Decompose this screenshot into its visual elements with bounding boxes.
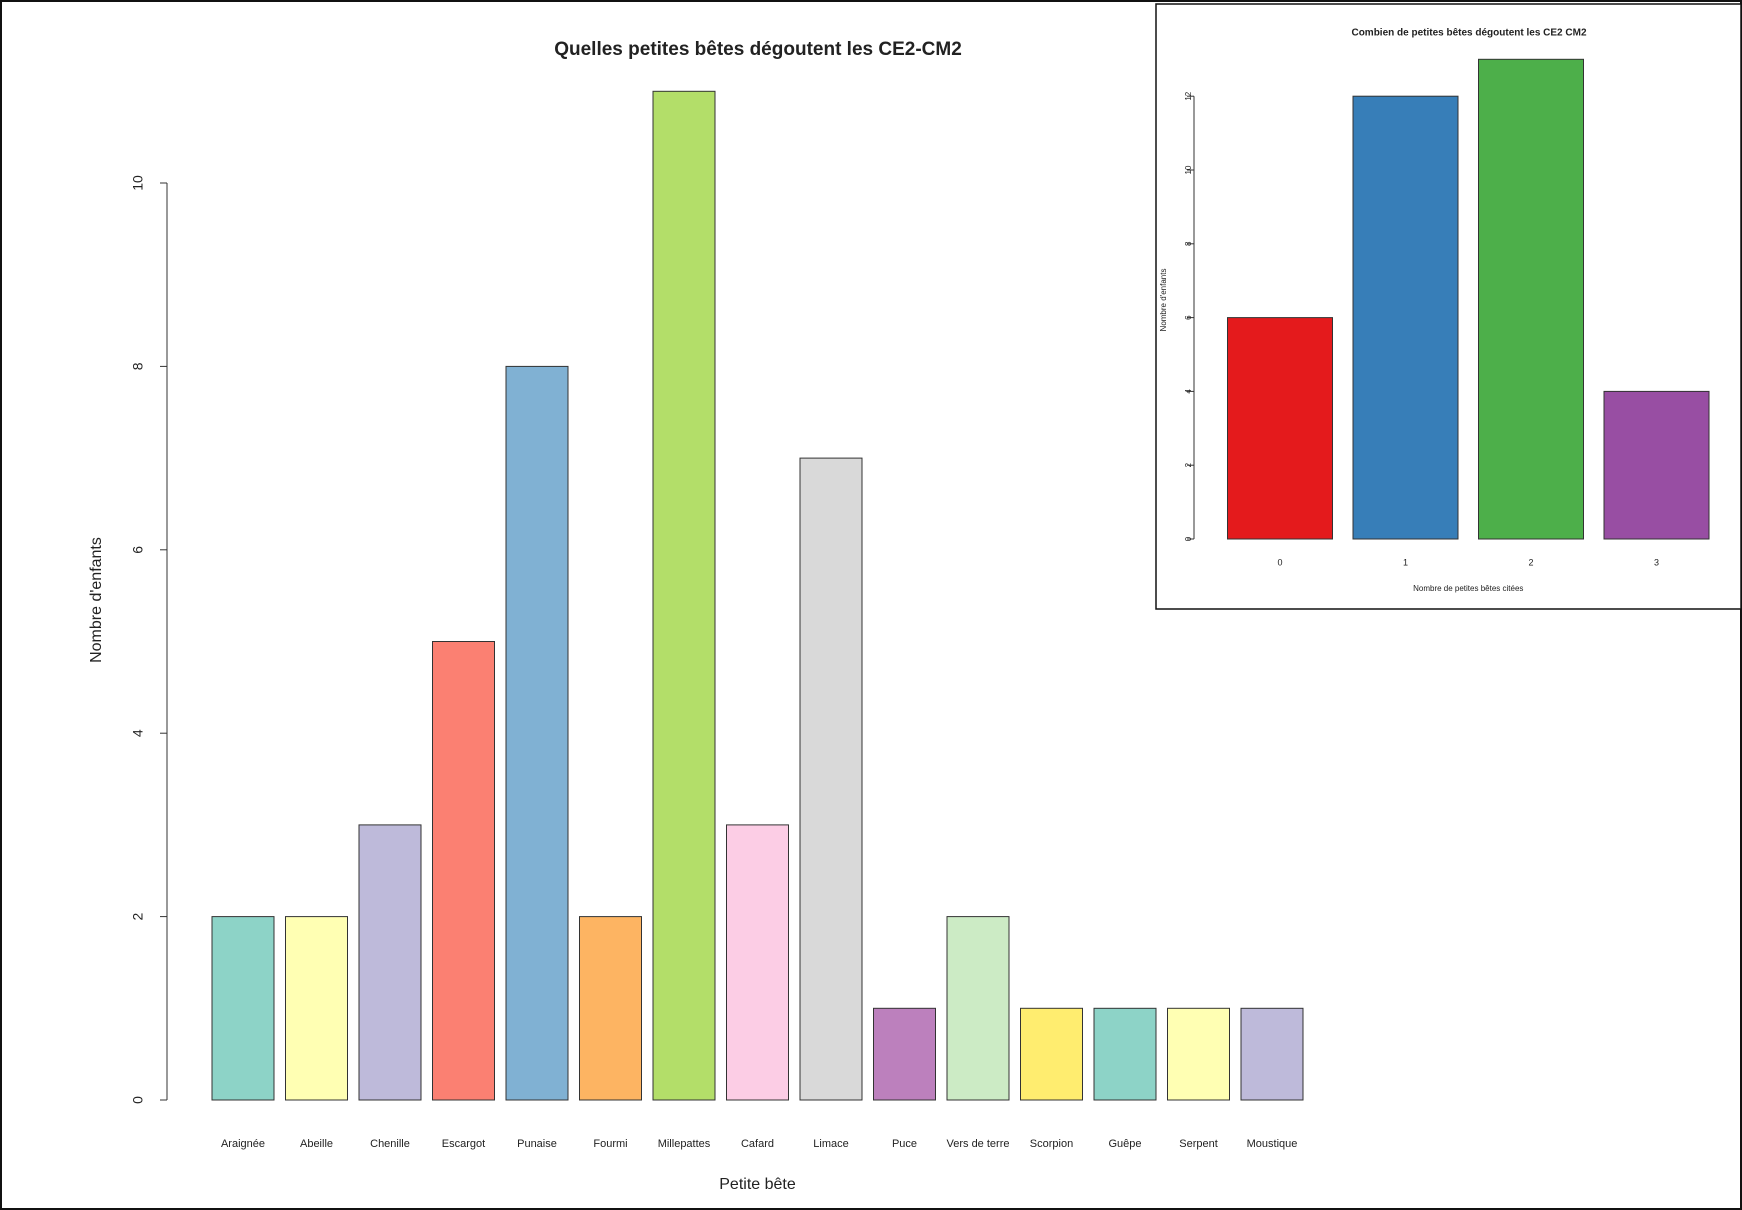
x-tick-label: Guêpe (1108, 1138, 1141, 1150)
x-tick-label: Puce (892, 1138, 917, 1150)
x-tick-label: Scorpion (1030, 1138, 1073, 1150)
bar (873, 1007, 936, 1101)
x-tick-label: Millepattes (658, 1138, 711, 1150)
y-tick-label: 4 (1184, 389, 1193, 394)
y-axis-label: Nombre d'enfants (88, 537, 105, 663)
x-tick-label: Cafard (741, 1138, 774, 1150)
bar (1167, 1007, 1230, 1101)
bar (211, 916, 275, 1101)
bar (1603, 390, 1710, 540)
bar (1352, 95, 1459, 540)
x-axis-label: Petite bête (719, 1176, 796, 1193)
y-tick-label: 6 (130, 546, 146, 554)
x-tick-label: Punaise (517, 1138, 557, 1150)
y-tick-label: 2 (1184, 462, 1193, 467)
x-tick-label: Araignée (221, 1138, 265, 1150)
bar (1240, 1007, 1304, 1101)
bar (726, 824, 789, 1101)
x-tick-label: Fourmi (593, 1138, 627, 1150)
x-tick-label: Limace (813, 1138, 848, 1150)
y-tick-label: 8 (130, 362, 146, 370)
x-tick-label: 2 (1528, 557, 1533, 567)
bar (946, 916, 1010, 1101)
y-tick-label: 10 (1184, 165, 1193, 174)
bar (579, 916, 642, 1101)
x-tick-label: Escargot (442, 1138, 485, 1150)
y-axis-label: Nombre d'enfants (1159, 269, 1168, 332)
bar (1227, 317, 1333, 540)
chart-title: Combien de petites bêtes dégoutent les C… (1351, 28, 1586, 39)
x-tick-label: Serpent (1179, 1138, 1218, 1150)
x-tick-label: 3 (1654, 557, 1659, 567)
bar (1478, 58, 1584, 540)
chart-title: Quelles petites bêtes dégoutent les CE2-… (554, 39, 962, 60)
bar (505, 365, 569, 1101)
x-tick-label: 0 (1277, 557, 1282, 567)
y-tick-label: 8 (1184, 241, 1193, 246)
bar (1020, 1007, 1083, 1101)
y-tick-label: 6 (1184, 315, 1193, 320)
x-tick-label: 1 (1403, 557, 1408, 567)
x-tick-label: Abeille (300, 1138, 333, 1150)
bar (432, 641, 495, 1101)
x-tick-label: Chenille (370, 1138, 410, 1150)
y-tick-label: 12 (1184, 91, 1193, 100)
x-axis-label: Nombre de petites bêtes citées (1413, 584, 1523, 593)
y-tick-label: 0 (130, 1096, 146, 1104)
y-tick-label: 10 (130, 175, 146, 191)
x-tick-label: Vers de terre (947, 1138, 1010, 1150)
y-tick-label: 0 (1184, 536, 1193, 541)
bar (1093, 1007, 1157, 1101)
y-tick-label: 2 (130, 912, 146, 920)
bar (358, 824, 422, 1101)
y-tick-label: 4 (130, 729, 146, 737)
bar (285, 916, 348, 1101)
bar (799, 457, 863, 1101)
x-tick-label: Moustique (1247, 1138, 1298, 1150)
bar (652, 90, 716, 1101)
